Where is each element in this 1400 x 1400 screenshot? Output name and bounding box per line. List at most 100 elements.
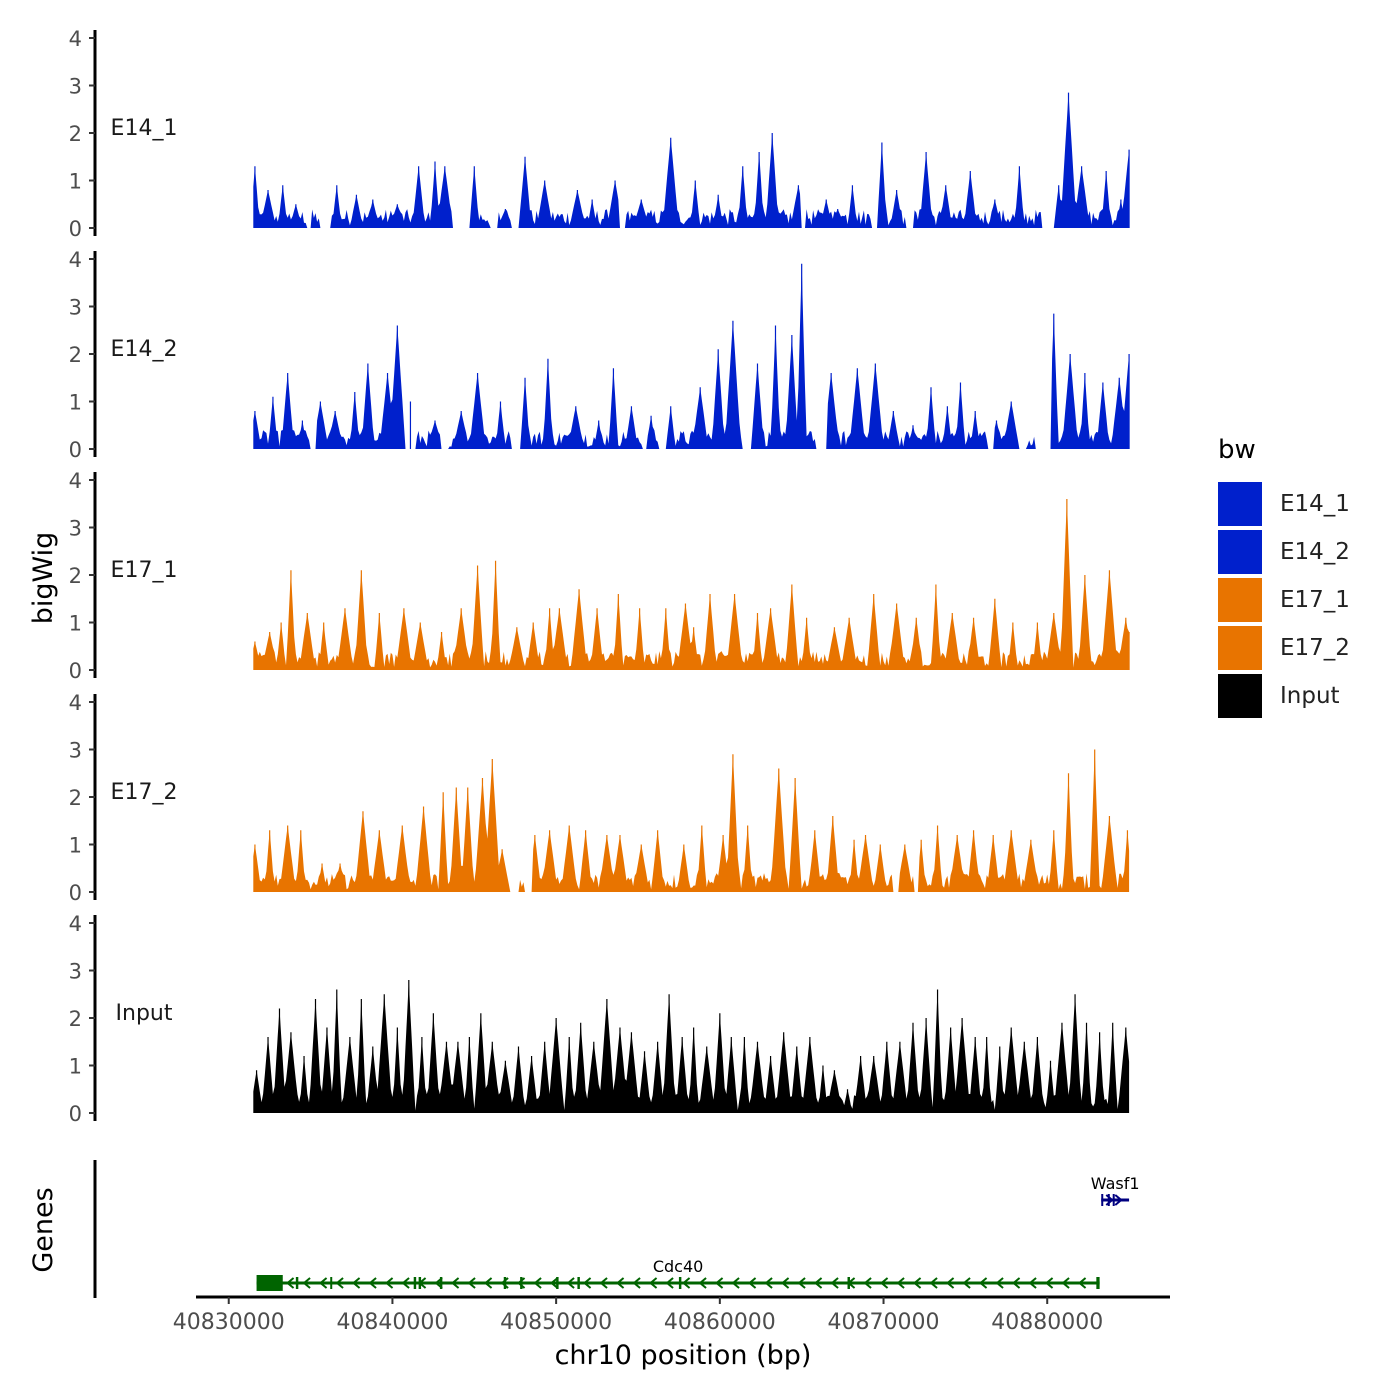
- strand-chevron: [814, 1277, 823, 1289]
- strand-chevron: [830, 1277, 839, 1289]
- legend-key: [1218, 626, 1262, 670]
- track-E14_2: 0 1 2 3 4 E14_2: [69, 248, 1130, 462]
- strand-chevron: [715, 1277, 724, 1289]
- strand-chevron: [698, 1277, 707, 1289]
- strand-chevron: [550, 1277, 559, 1289]
- strand-chevron: [995, 1277, 1004, 1289]
- strand-chevron: [401, 1277, 410, 1289]
- strand-chevron: [1028, 1277, 1037, 1289]
- exon: [847, 1277, 850, 1289]
- y-tick-label: 0: [69, 438, 82, 462]
- y-tick-label: 3: [69, 296, 82, 320]
- coverage-area-E14_2: [253, 263, 1130, 449]
- strand-chevron: [1045, 1277, 1054, 1289]
- y-tick-label: 3: [69, 517, 82, 541]
- exon: [520, 1277, 523, 1289]
- strand-chevron: [880, 1277, 889, 1289]
- strand-chevron: [797, 1277, 806, 1289]
- y-tick-label: 4: [69, 469, 82, 493]
- strand-chevron: [484, 1277, 493, 1289]
- coverage-tracks: 0 1 2 3 4 E14_1 0 1 2 3 4 E14_2 0 1 2 3 4 E17_1 0 1 2 3 4 E17_2…: [69, 27, 1130, 1126]
- strand-chevron: [748, 1277, 757, 1289]
- strand-chevron: [302, 1277, 311, 1289]
- x-axis-label: chr10 position (bp): [555, 1340, 812, 1371]
- coverage-area-E14_1: [253, 92, 1130, 228]
- y-tick-label: 4: [69, 248, 82, 272]
- gene-label: Wasf1: [1091, 1174, 1140, 1193]
- legend-label: E14_1: [1280, 491, 1350, 517]
- y-tick-label: 4: [69, 691, 82, 715]
- exon: [1107, 1194, 1110, 1206]
- legend: bw E14_1 E14_2 E17_1 E17_2 Input: [1218, 432, 1388, 720]
- legend-key: [1218, 578, 1262, 622]
- legend-item: Input: [1218, 672, 1388, 720]
- exon: [577, 1277, 580, 1289]
- exon: [330, 1277, 333, 1289]
- y-tick-label: 2: [69, 786, 82, 810]
- strand-chevron: [913, 1277, 922, 1289]
- strand-chevron: [979, 1277, 988, 1289]
- y-tick-label: 0: [69, 881, 82, 905]
- legend-item: E17_1: [1218, 576, 1388, 624]
- exon: [418, 1277, 422, 1289]
- legend-items: E14_1 E14_2 E17_1 E17_2 Input: [1218, 480, 1388, 720]
- exon: [556, 1277, 559, 1289]
- gene-Cdc40: Cdc40: [256, 1257, 1100, 1291]
- genes-axis-label: Genes: [28, 1187, 59, 1272]
- gene-Wasf1: Wasf1: [1091, 1174, 1140, 1206]
- track-E17_1: 0 1 2 3 4 E17_1: [69, 469, 1130, 683]
- strand-chevron: [368, 1277, 377, 1289]
- y-tick-label: 4: [69, 27, 82, 51]
- strand-chevron: [764, 1277, 773, 1289]
- y-tick-label: 0: [69, 659, 82, 683]
- exon: [295, 1277, 299, 1289]
- strand-chevron: [665, 1277, 674, 1289]
- legend-label: E17_1: [1280, 587, 1350, 613]
- legend-label: Input: [1280, 683, 1340, 709]
- track-label: E14_2: [111, 337, 178, 362]
- strand-chevron: [467, 1277, 476, 1289]
- track-label: E17_2: [111, 780, 178, 805]
- legend-label: E14_2: [1280, 539, 1350, 565]
- legend-item: E14_2: [1218, 528, 1388, 576]
- coverage-area-E17_2: [253, 749, 1130, 892]
- strand-chevron: [451, 1277, 460, 1289]
- strand-chevron: [929, 1277, 938, 1289]
- y-tick-label: 0: [69, 217, 82, 241]
- gene-label: Cdc40: [653, 1257, 703, 1276]
- y-tick-label: 1: [69, 170, 82, 194]
- y-tick-label: 4: [69, 912, 82, 936]
- track-label: Input: [116, 1001, 173, 1026]
- exon: [413, 1277, 417, 1289]
- strand-chevron: [319, 1277, 328, 1289]
- legend-label: E17_2: [1280, 635, 1350, 661]
- y-tick-label: 3: [69, 960, 82, 984]
- track-label: E14_1: [111, 116, 178, 141]
- y-tick-label: 2: [69, 1007, 82, 1031]
- y-tick-label: 1: [69, 834, 82, 858]
- strand-chevron: [1078, 1277, 1087, 1289]
- y-tick-label: 2: [69, 343, 82, 367]
- x-tick-label: 40880000: [991, 1310, 1103, 1335]
- strand-chevron: [781, 1277, 790, 1289]
- y-tick-label: 1: [69, 391, 82, 415]
- x-tick-label: 40870000: [828, 1310, 940, 1335]
- coverage-area-E17_1: [253, 499, 1130, 670]
- legend-key: [1218, 482, 1262, 526]
- exon: [678, 1277, 682, 1289]
- strand-chevron: [1012, 1277, 1021, 1289]
- strand-chevron: [335, 1277, 344, 1289]
- legend-item: E14_1: [1218, 480, 1388, 528]
- strand-chevron: [286, 1277, 295, 1289]
- legend-key: [1218, 530, 1262, 574]
- y-tick-label: 2: [69, 122, 82, 146]
- y-tick-label: 1: [69, 1055, 82, 1079]
- strand-chevron: [731, 1277, 740, 1289]
- exon: [503, 1277, 507, 1289]
- strand-chevron: [1061, 1277, 1070, 1289]
- y-tick-label: 0: [69, 1102, 82, 1126]
- exon: [1101, 1194, 1104, 1206]
- legend-title: bw: [1218, 435, 1256, 465]
- strand-chevron: [1114, 1194, 1123, 1206]
